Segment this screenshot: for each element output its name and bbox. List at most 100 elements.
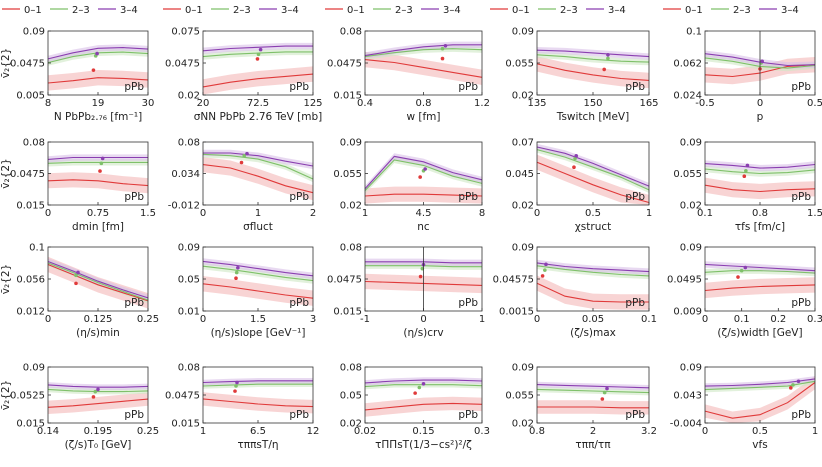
data-marker-purple	[423, 167, 427, 171]
series-line-2–3	[704, 168, 816, 175]
x-tick-label: 30	[142, 98, 155, 109]
legend-label: 0–1	[185, 5, 203, 16]
series-band-3–4	[705, 160, 815, 172]
series-line-3–4	[704, 378, 816, 387]
data-marker-red	[540, 274, 545, 278]
y-tick-label: 0.043	[673, 391, 702, 402]
system-label: pPb	[791, 81, 811, 93]
series-line-3–4	[536, 384, 650, 389]
panel-11: 0 0.125 0.25 0.012 0.056 0.1 pPb (η/s)min v̄₂{2}	[0, 243, 159, 340]
legend-label: 0–1	[347, 5, 365, 16]
x-tick-label: 2	[310, 208, 316, 219]
data-marker-purple	[236, 266, 240, 270]
series-band-0–1	[705, 277, 815, 299]
legend-label: 3–4	[443, 5, 461, 16]
x-tick-label: 1.5	[140, 208, 156, 219]
data-marker-purple	[796, 379, 801, 384]
series-line-3–4	[536, 146, 650, 187]
x-axis-label: (η/s)min	[76, 327, 120, 339]
panel-2: 20 72.5 125 0.02 0.0475 0.075 pPb σNN PbPb 2.76…	[165, 27, 323, 124]
y-tick-label: 0.015	[333, 91, 362, 102]
y-tick-label: 0.056	[16, 275, 45, 286]
x-tick-label: 0.195	[84, 426, 113, 437]
panel-6: 0 0.75 1.5 0.015 0.0475 0.08 pPb dmin [fm] v̄₂{2…	[0, 138, 156, 234]
data-marker-green	[99, 161, 104, 166]
x-tick-label: 0.75	[87, 208, 109, 219]
y-tick-label: 0.0475	[10, 59, 45, 70]
series-line-0–1	[537, 406, 649, 409]
legend-label: 3–4	[281, 5, 299, 16]
series-line-0–1	[536, 282, 649, 303]
x-axis-label: (η/s)slope [GeV⁻¹]	[211, 327, 306, 339]
x-axis-label: τfs [fm/c]	[735, 221, 785, 233]
panel-8: 1 4.5 8 0.02 0.055 0.09 pPb nc	[333, 138, 485, 234]
y-tick-label: 0.02	[178, 91, 200, 102]
legend-label: 0–1	[24, 5, 42, 16]
x-tick-label: -0.5	[695, 98, 715, 109]
y-tick-label: 0.08	[340, 363, 362, 374]
panel-16: 0.14 0.195 0.25 0.015 0.0525 0.09 pPb (ζ/s)T₀ […	[0, 363, 159, 452]
x-tick-label: 0.8	[529, 426, 545, 437]
y-tick-label: 0.0475	[165, 391, 200, 402]
series-line-0–1	[47, 398, 149, 408]
data-marker-red	[572, 165, 576, 169]
series-line-0–1	[364, 59, 483, 78]
x-tick-label: 0.5	[807, 98, 822, 109]
data-marker-green	[234, 384, 238, 388]
series-line-0–1	[704, 284, 816, 292]
x-tick-label: 12	[307, 426, 320, 437]
series-band-3–4	[48, 382, 148, 390]
series-band-3–4	[365, 41, 482, 59]
y-tick-label: 0.015	[16, 419, 45, 430]
data-marker-red	[418, 274, 423, 279]
x-tick-label: 1.5	[250, 314, 266, 325]
legend-label: 2–3	[560, 5, 578, 16]
x-axis-label: (η/s)crv	[403, 327, 443, 339]
x-tick-label: 1	[362, 208, 368, 219]
series-line-2–3	[202, 383, 313, 387]
system-label: pPb	[458, 191, 478, 203]
legend-label: 3–4	[120, 5, 138, 16]
x-tick-label: 1	[200, 426, 206, 437]
series-line-2–3	[704, 380, 816, 391]
system-label: pPb	[791, 191, 811, 203]
x-tick-label: 0	[534, 314, 540, 325]
series-line-0–1	[202, 164, 314, 194]
data-marker-red	[736, 275, 740, 279]
series-band-3–4	[48, 44, 148, 63]
x-axis-label: τΠΠsT(1/3−cs²)²/ζ	[375, 439, 472, 451]
data-marker-red	[602, 67, 606, 72]
data-marker-green	[74, 273, 78, 278]
data-marker-green	[417, 385, 422, 390]
system-label: pPb	[791, 297, 811, 309]
series-line-2–3	[536, 149, 650, 191]
x-tick-label: 150	[583, 98, 602, 109]
x-tick-label: 8	[479, 208, 485, 219]
y-tick-label: 0.08	[23, 138, 45, 149]
x-axis-label: χstruct	[575, 221, 612, 233]
x-tick-label: 165	[639, 98, 658, 109]
x-tick-label: 0.4	[357, 98, 373, 109]
x-tick-label: 0.3	[807, 314, 822, 325]
series-line-2–3	[364, 159, 483, 191]
x-tick-label: 3.2	[641, 426, 657, 437]
y-tick-label: -0.012	[168, 201, 200, 212]
series-line-3–4	[704, 263, 816, 272]
x-tick-label: 0.2	[770, 314, 786, 325]
panel-17: 1 6.5 12 0.015 0.0475 0.08 pPb τππsT/η	[165, 363, 319, 452]
system-label: pPb	[458, 297, 478, 309]
data-marker-red	[74, 281, 78, 286]
y-axis-label: v̄₂{2}	[0, 380, 12, 410]
system-label: pPb	[124, 297, 144, 309]
y-tick-label: 0.05	[178, 275, 200, 286]
y-tick-label: 0.07	[512, 138, 534, 149]
series-line-3–4	[364, 379, 483, 384]
series-line-3–4	[536, 262, 650, 273]
x-tick-label: 0.5	[752, 426, 768, 437]
data-marker-red	[239, 160, 244, 165]
y-tick-label: 0.09	[512, 27, 534, 38]
y-tick-label: 0.02	[340, 419, 362, 430]
y-tick-label: 0.024	[673, 91, 702, 102]
legend-label: 2–3	[395, 5, 413, 16]
x-tick-label: 6.5	[250, 426, 266, 437]
